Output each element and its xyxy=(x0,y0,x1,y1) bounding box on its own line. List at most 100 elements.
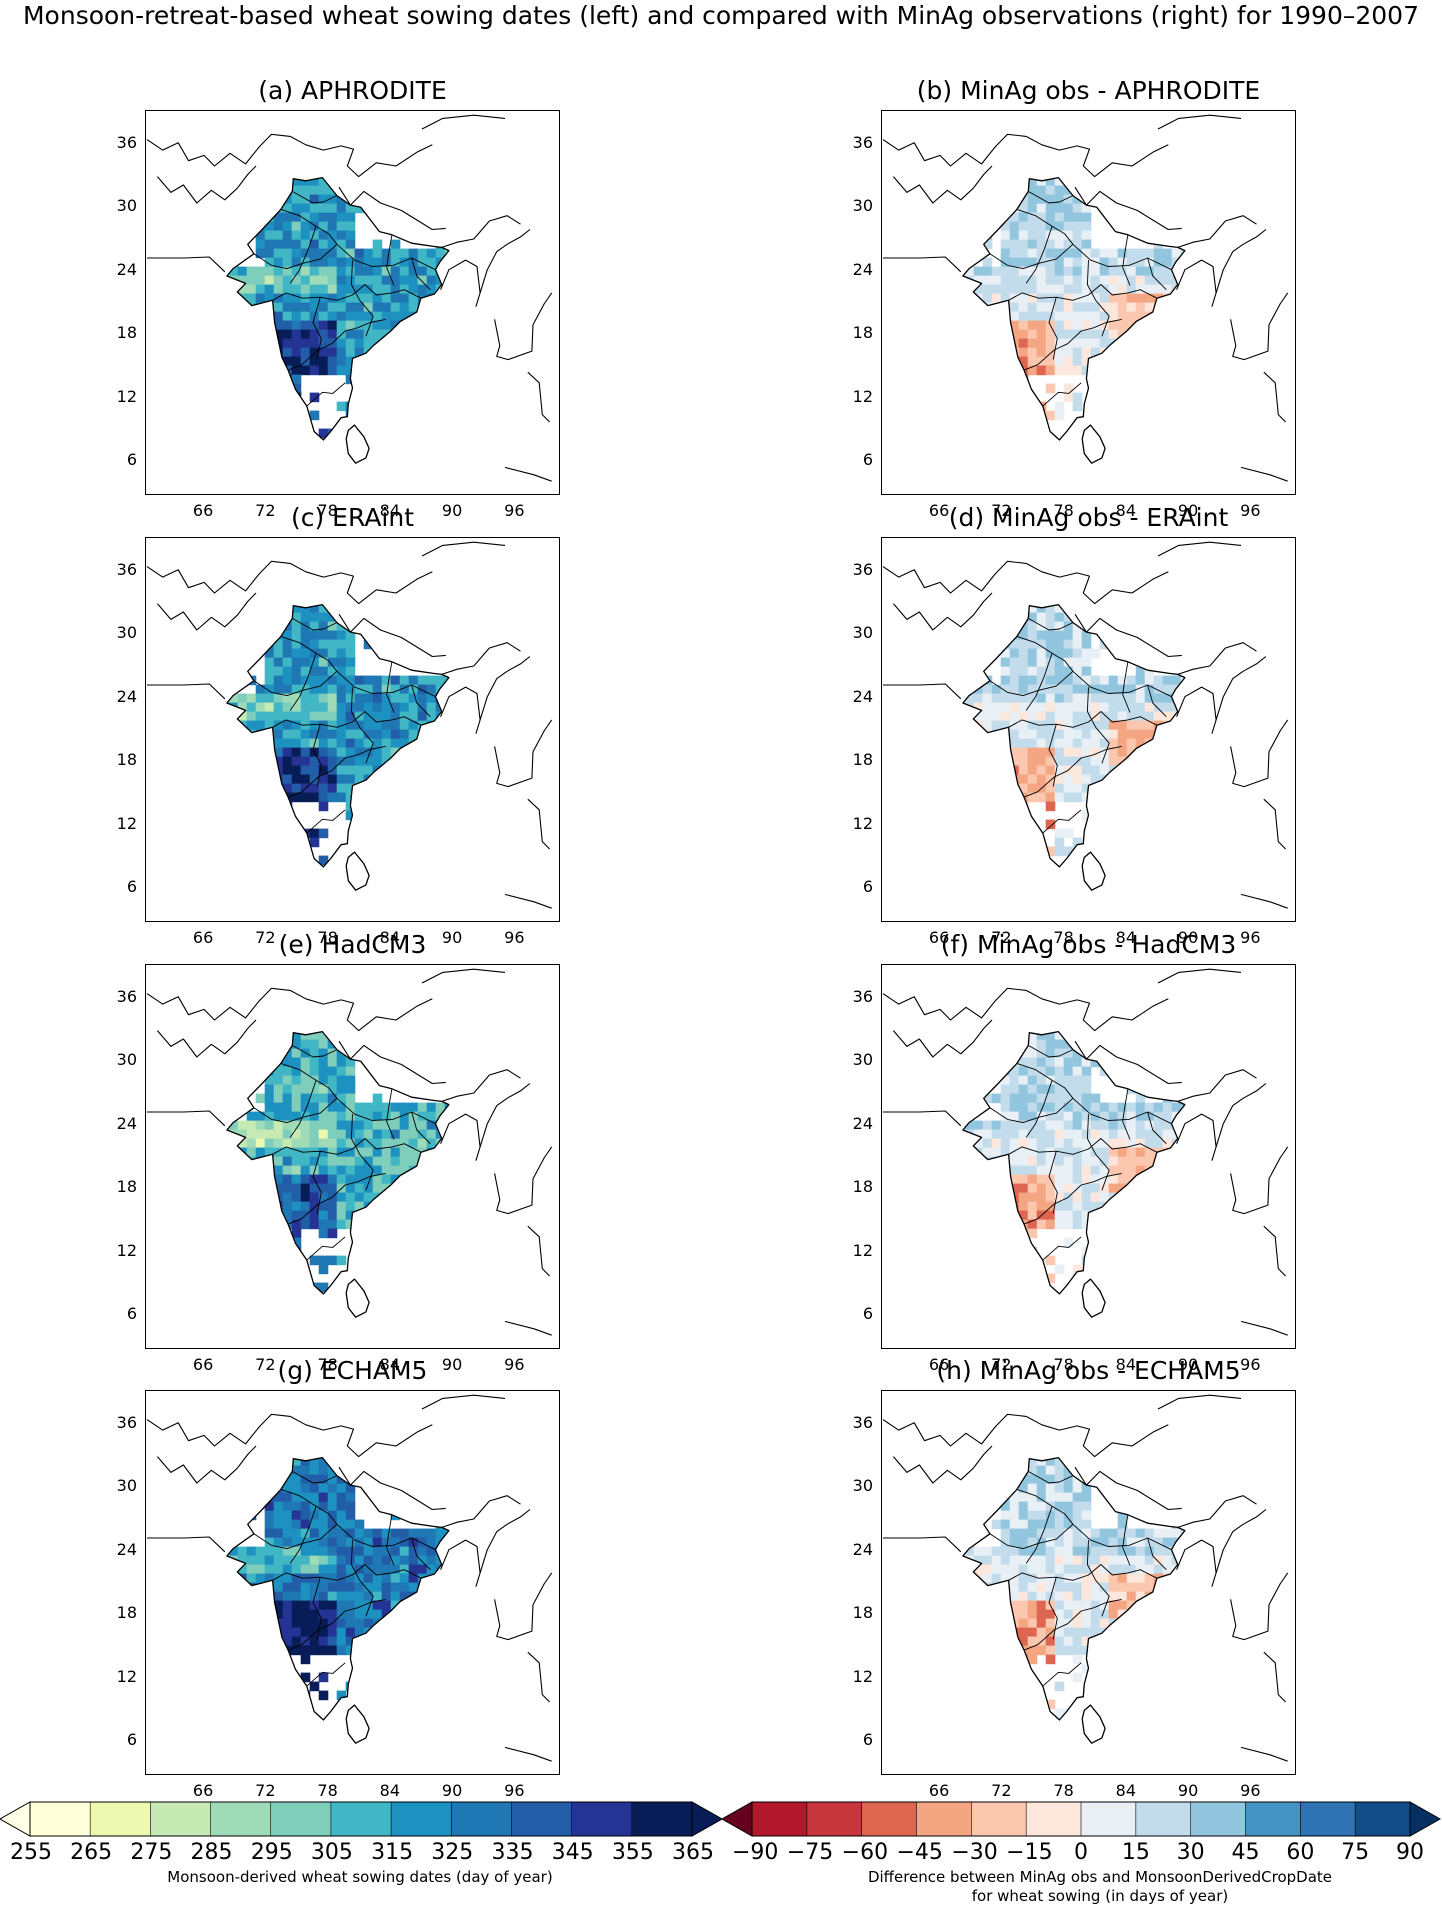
colorbar-swatch xyxy=(1026,1802,1082,1836)
lat-tick-label: 12 xyxy=(852,386,873,406)
lon-tick-label: 84 xyxy=(1115,1355,1137,1374)
country-border xyxy=(156,165,257,204)
map-canvas xyxy=(882,114,1289,482)
colorbar-swatch xyxy=(916,1802,972,1836)
lon-tick-label: 84 xyxy=(379,1355,401,1374)
lon-tick-label: 66 xyxy=(192,1781,214,1800)
state-border xyxy=(287,1598,386,1651)
country-border xyxy=(504,893,552,909)
state-border xyxy=(411,1537,431,1571)
state-border xyxy=(1042,1236,1082,1261)
figure-title: Monsoon-retreat-based wheat sowing dates… xyxy=(22,1,1419,30)
country-border xyxy=(441,215,521,248)
country-border xyxy=(1215,656,1267,721)
lon-tick-label: 72 xyxy=(255,928,276,947)
state-border xyxy=(312,1151,322,1214)
country-border xyxy=(1025,135,1169,178)
colorbar-tick-label: 285 xyxy=(190,1840,233,1865)
colorbar-swatch xyxy=(1300,1802,1356,1836)
country-border xyxy=(146,987,291,1021)
lon-tick-label: 84 xyxy=(379,1781,401,1800)
state-border xyxy=(1008,284,1158,301)
colorbar-difference-title: Difference between MinAg obs and Monsoon… xyxy=(820,1868,1380,1906)
state-border xyxy=(1042,1662,1082,1687)
lon-tick-label: 96 xyxy=(504,1781,525,1800)
country-border xyxy=(1263,371,1286,423)
lat-tick-label: 12 xyxy=(116,1240,137,1260)
state-border xyxy=(280,635,338,672)
country-border xyxy=(1157,1394,1242,1410)
country-border xyxy=(882,1413,1027,1447)
colorbar-swatch xyxy=(210,1802,272,1836)
country-border xyxy=(1215,1509,1267,1574)
lat-tick-label: 24 xyxy=(116,259,137,279)
state-border xyxy=(292,1045,338,1058)
country-border xyxy=(1177,642,1257,675)
lon-tick-label: 90 xyxy=(441,1781,463,1800)
lat-tick-label: 12 xyxy=(852,813,873,833)
lon-tick-label: 78 xyxy=(317,1355,338,1374)
state-border xyxy=(1008,1138,1158,1155)
lon-tick-label: 66 xyxy=(192,928,214,947)
lon-tick-label: 96 xyxy=(1240,1355,1261,1374)
lon-tick-label: 90 xyxy=(1177,1781,1199,1800)
country-border xyxy=(1176,1539,1217,1587)
lon-tick-label: 72 xyxy=(991,501,1012,520)
country-border xyxy=(289,135,433,178)
colorbar-sowing-dates xyxy=(0,1801,722,1837)
map-panel-b xyxy=(881,110,1296,495)
colorbar-tick-label: 0 xyxy=(1074,1840,1088,1865)
colorbar-swatch xyxy=(1081,1802,1137,1836)
country-border xyxy=(479,229,531,294)
lat-tick-label: 6 xyxy=(862,450,873,470)
state-border xyxy=(1147,1111,1167,1145)
colorbar-swatch xyxy=(806,1802,863,1836)
colorbar-tick-label: 90 xyxy=(1396,1840,1424,1865)
country-border xyxy=(146,133,291,167)
state-border xyxy=(1008,1564,1158,1581)
panel-title-c: (c) ERAint xyxy=(290,503,415,532)
state-border xyxy=(1023,1598,1122,1651)
colorbar-difference-title-line1: Difference between MinAg obs and Monsoon… xyxy=(867,1868,1333,1886)
country-border xyxy=(441,1069,521,1102)
state-border xyxy=(306,809,346,834)
colorbar-swatch xyxy=(90,1802,151,1836)
country-border xyxy=(441,642,521,675)
colorbar-extend-high xyxy=(691,1801,722,1837)
country-border xyxy=(494,1146,553,1215)
country-border xyxy=(289,1415,433,1458)
lon-tick-label: 84 xyxy=(1115,501,1137,520)
lat-tick-label: 6 xyxy=(862,1730,873,1750)
state-border xyxy=(287,745,386,798)
state-border xyxy=(1122,1514,1131,1566)
panel-title-a: (a) APHRODITE xyxy=(258,76,447,105)
map-canvas xyxy=(882,968,1289,1336)
country-border xyxy=(1177,215,1257,248)
state-border xyxy=(289,1506,317,1564)
state-border xyxy=(1147,257,1167,291)
colorbar-tick-label: 60 xyxy=(1286,1840,1315,1865)
country-border xyxy=(421,114,506,130)
colorbar-swatch xyxy=(971,1802,1027,1836)
lon-tick-label: 72 xyxy=(255,1355,276,1374)
state-border xyxy=(989,243,1172,271)
colorbar-difference-title-line2: for wheat sowing (in days of year) xyxy=(971,1887,1229,1905)
panel-title-d: (d) MinAg obs - ERAint xyxy=(948,503,1229,532)
colorbar-frame xyxy=(29,1801,693,1837)
state-border xyxy=(350,1114,374,1191)
country-border xyxy=(338,1040,446,1085)
state-border xyxy=(1122,661,1131,713)
colorbar-tick-label: 315 xyxy=(371,1840,414,1865)
state-border xyxy=(272,711,422,728)
lon-tick-label: 78 xyxy=(317,501,338,520)
colorbar-difference xyxy=(720,1801,1442,1837)
country-border xyxy=(1025,989,1169,1032)
country-border xyxy=(1157,541,1242,557)
country-border xyxy=(1074,186,1182,231)
lat-tick-label: 30 xyxy=(852,196,873,216)
state-border xyxy=(1028,191,1074,204)
india-coastline xyxy=(962,603,1186,868)
colorbar-extend-low xyxy=(720,1801,753,1837)
colorbar-swatch xyxy=(1190,1802,1246,1836)
lon-tick-label: 72 xyxy=(991,928,1012,947)
